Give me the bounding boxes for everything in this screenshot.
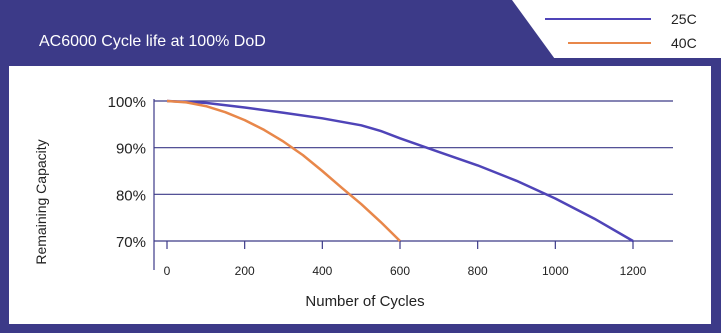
y-axis-ticks: 100% 90% 80% 70% xyxy=(108,94,146,251)
x-tick-label: 400 xyxy=(312,264,332,278)
x-axis-label: Number of Cycles xyxy=(305,293,424,310)
legend: 25C 40C xyxy=(545,11,697,51)
legend-label-25c: 25C xyxy=(671,11,697,27)
series-line-25c xyxy=(166,99,634,243)
legend-label-40c: 40C xyxy=(671,35,697,51)
series-lines xyxy=(166,99,634,243)
x-tick-label: 1200 xyxy=(620,264,647,278)
y-axis-label: Remaining Capacity xyxy=(33,139,49,264)
x-tick-label: 0 xyxy=(164,264,171,278)
y-tick-label: 80% xyxy=(116,187,146,204)
x-tick-label: 200 xyxy=(235,264,255,278)
header-right-strip xyxy=(536,58,721,66)
title-banner xyxy=(0,0,560,66)
x-axis-ticks: 0 200 400 600 800 1000 1200 xyxy=(164,241,647,278)
chart-frame-left xyxy=(0,66,9,333)
y-tick-label: 70% xyxy=(116,234,146,251)
y-tick-label: 90% xyxy=(116,141,146,158)
series-line-40c xyxy=(166,99,401,242)
chart-frame-bottom xyxy=(0,324,721,333)
chart-title: AC6000 Cycle life at 100% DoD xyxy=(39,33,266,50)
chart-frame-right xyxy=(711,66,721,333)
y-tick-label: 100% xyxy=(108,94,146,111)
x-tick-label: 1000 xyxy=(542,264,569,278)
grid xyxy=(153,99,673,270)
x-tick-label: 600 xyxy=(390,264,410,278)
x-tick-label: 800 xyxy=(468,264,488,278)
